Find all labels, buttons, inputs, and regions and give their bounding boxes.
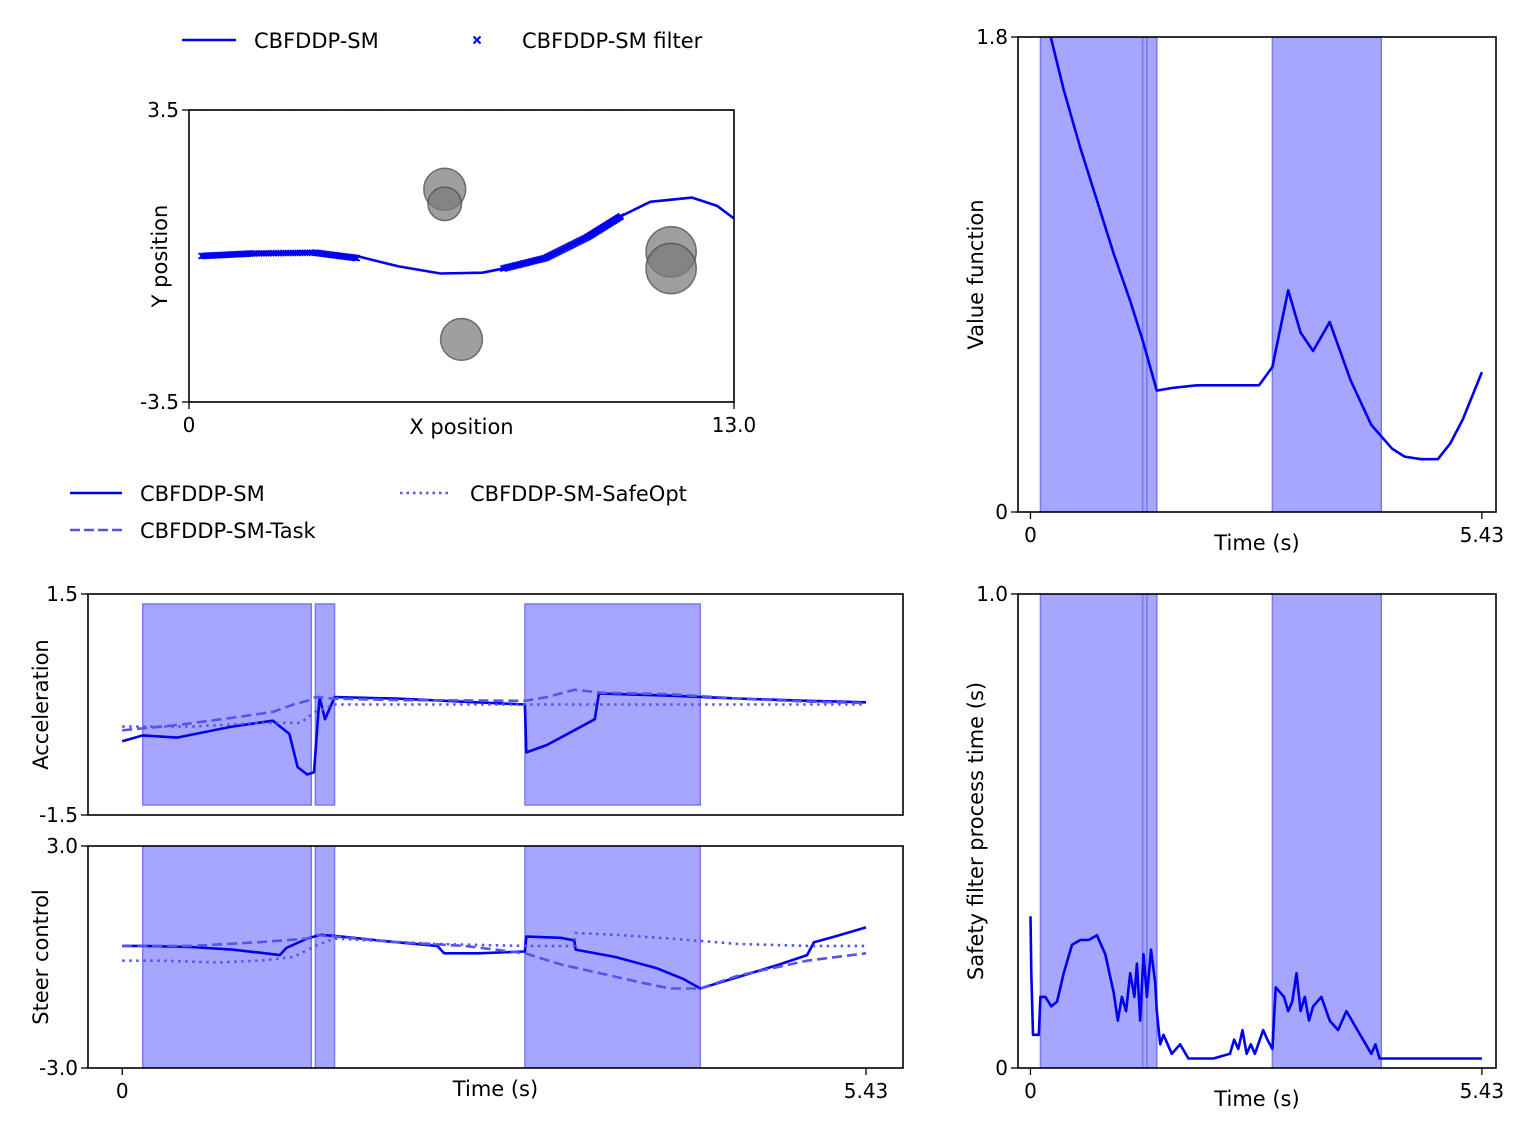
steer-axes-frame — [87, 845, 904, 1069]
filter-marker — [351, 254, 359, 262]
legend-top: CBFDDP-SM CBFDDP-SM filter — [182, 29, 703, 53]
process_time-ytick-label-0: 1.0 — [976, 582, 1008, 606]
steer-plot-area — [122, 846, 867, 1068]
legend-top-x-marker-swatch — [472, 35, 482, 45]
acceleration-ytick-label-0: 1.5 — [46, 582, 78, 606]
steer-shaded-interval-1 — [314, 846, 336, 1068]
process_time-plot-area — [1029, 594, 1482, 1068]
value_function-ylabel: Value function — [964, 199, 988, 349]
trajectory-ytick-label-1: -3.5 — [140, 390, 179, 414]
process_time-xtick-label-1: 5.43 — [1460, 1079, 1505, 1103]
acceleration-series-cbfddp-sm-task — [122, 688, 867, 732]
process_time-xtick-label-0: 0 — [1024, 1079, 1037, 1103]
legend-bottom-label-0: CBFDDP-SM — [140, 482, 265, 506]
process_time-ytick-label-1: 0 — [995, 1056, 1008, 1080]
legend-top-label-1: CBFDDP-SM filter — [522, 29, 703, 53]
process_time-shaded-interval-2 — [1146, 594, 1158, 1068]
value_function-ytick-label-1: 0 — [995, 500, 1008, 524]
steer-series-cbfddp-sm-task — [122, 933, 867, 990]
value_function-series-cbfddp-sm — [1049, 37, 1484, 461]
steer-shaded-interval-0 — [142, 846, 313, 1068]
obstacle-4 — [645, 242, 698, 295]
steer-xtick-label-1: 5.43 — [844, 1079, 889, 1103]
panel-acceleration: 1.5 -1.5 Acceleration — [29, 582, 904, 827]
steer-ylabel: Steer control — [29, 889, 53, 1025]
process_time-shaded-interval-0 — [1039, 594, 1144, 1068]
process_time-xlabel: Time (s) — [1213, 1087, 1299, 1111]
panel-process-time: 0 5.43 1.0 0 Time (s) Safety filter process t… — [964, 582, 1504, 1111]
acceleration-plot-area — [121, 603, 867, 806]
process_time-axes-frame — [1017, 593, 1497, 1069]
acceleration-ylabel: Acceleration — [29, 639, 53, 770]
legend-bottom: CBFDDP-SM CBFDDP-SM-Task CBFDDP-SM-SafeO… — [70, 482, 687, 543]
legend-top-label-0: CBFDDP-SM — [254, 29, 379, 53]
panel-steer-control: 0 5.43 3.0 -3.0 Time (s) Steer control — [29, 834, 904, 1103]
acceleration-shaded-interval-0 — [142, 603, 313, 806]
series-cbfddp-sm-filter-1 — [198, 249, 361, 262]
value_function-axes-frame — [1017, 36, 1497, 513]
filter-marker — [617, 212, 625, 220]
panel-trajectory: 0 13.0 3.5 -3.5 X position Y position — [140, 98, 756, 439]
process_time-ylabel: Safety filter process time (s) — [964, 682, 988, 980]
value_function-shaded-interval-0 — [1039, 37, 1144, 512]
acceleration-ytick-label-1: -1.5 — [39, 803, 78, 827]
trajectory-axes-frame — [188, 109, 735, 403]
value_function-plot-area — [1039, 37, 1484, 512]
legend-bottom-label-2: CBFDDP-SM-SafeOpt — [470, 482, 687, 506]
value_function-ytick-label-0: 1.8 — [976, 25, 1008, 49]
acceleration-series-cbfddp-sm-safeopt — [122, 703, 866, 728]
process_time-shaded-interval-3 — [1271, 594, 1383, 1068]
filter-marker — [353, 254, 361, 262]
trajectory-xlabel: X position — [409, 415, 513, 439]
value_function-xtick-label-1: 5.43 — [1460, 523, 1505, 547]
panel-value-function: 0 5.43 1.8 0 Time (s) Value function — [964, 25, 1504, 555]
steer-ytick-label-1: -3.0 — [39, 1056, 78, 1080]
value_function-xlabel: Time (s) — [1213, 531, 1299, 555]
process_time-series-cbfddp-sm — [1029, 916, 1482, 1060]
trajectory-xtick-label-1: 13.0 — [712, 413, 757, 437]
steer-series-cbfddp-sm — [122, 926, 867, 990]
acceleration-series-cbfddp-sm — [121, 692, 867, 776]
value_function-xtick-label-0: 0 — [1024, 523, 1037, 547]
trajectory-plot-area — [189, 110, 734, 402]
legend-bottom-label-1: CBFDDP-SM-Task — [140, 519, 317, 543]
series-cbfddp-sm-filter-2 — [499, 212, 625, 273]
steer-ytick-label-0: 3.0 — [46, 834, 78, 858]
value_function-shaded-interval-2 — [1146, 37, 1158, 512]
trajectory-ytick-label-0: 3.5 — [147, 98, 179, 122]
acceleration-axes-frame — [87, 593, 904, 816]
value_function-shaded-interval-3 — [1271, 37, 1383, 512]
obstacle-1 — [427, 186, 463, 222]
obstacle-2 — [439, 317, 484, 362]
steer-xlabel: Time (s) — [452, 1077, 538, 1101]
steer-xtick-label-0: 0 — [116, 1079, 129, 1103]
trajectory-xtick-label-0: 0 — [183, 413, 196, 437]
trajectory-ylabel: Y position — [148, 205, 172, 309]
